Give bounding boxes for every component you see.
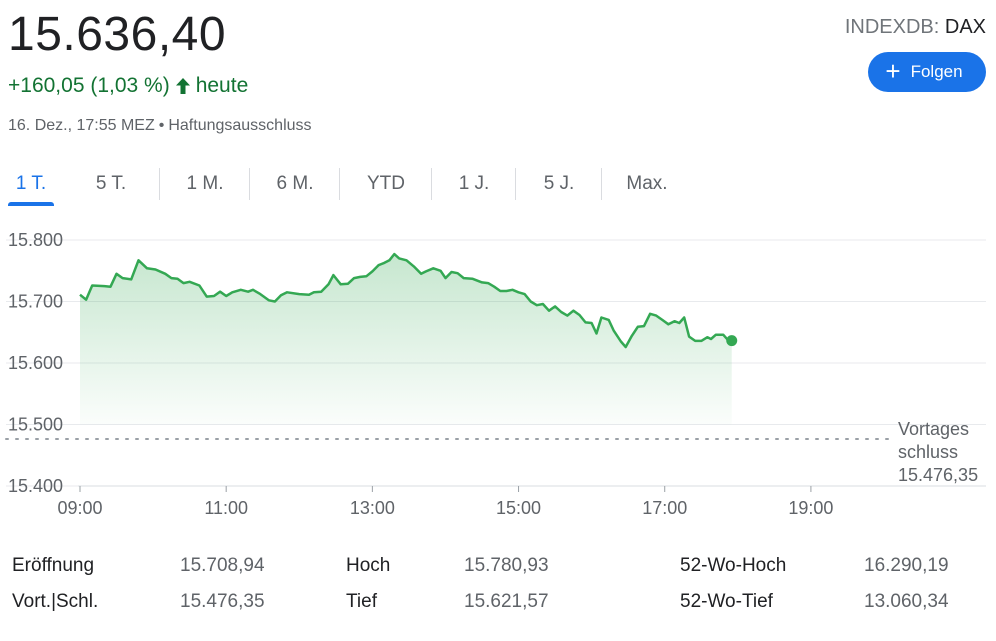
- tab-divider: [159, 168, 160, 200]
- tab-label: 1 T.: [15, 173, 47, 194]
- x-tick-label: 13:00: [350, 498, 395, 518]
- stat-low-value: 15.621,57: [464, 591, 549, 612]
- disclaimer-link[interactable]: Haftungsausschluss: [168, 117, 312, 134]
- tab-label: Max.: [626, 173, 668, 194]
- follow-label: Folgen: [910, 62, 963, 81]
- tab-divider: [431, 168, 432, 200]
- current-price: 15.636,40: [8, 8, 227, 61]
- y-tick-label: 15.800: [8, 230, 63, 250]
- change-period: heute: [195, 74, 249, 97]
- tab-5-days[interactable]: 5 T.: [62, 166, 160, 202]
- x-tick-label: 15:00: [496, 498, 541, 518]
- tab-divider: [339, 168, 340, 200]
- plus-icon: +: [885, 56, 901, 86]
- stat-52w-low-label: 52-Wo-Tief: [680, 591, 773, 612]
- price-line: [79, 252, 732, 349]
- tab-label: 5 J.: [543, 173, 575, 194]
- stat-52w-low-value: 13.060,34: [864, 591, 949, 612]
- tab-1-year[interactable]: 1 J.: [432, 166, 516, 202]
- stat-high-value: 15.780,93: [464, 555, 549, 576]
- stat-52w-high-value: 16.290,19: [864, 555, 949, 576]
- x-tick-label: 09:00: [57, 498, 102, 518]
- tab-5-years[interactable]: 5 J.: [516, 166, 602, 202]
- price-change: +160,05 (1,03 %) heute: [8, 72, 248, 100]
- y-tick-label: 15.700: [8, 292, 63, 312]
- follow-button[interactable]: + Folgen: [868, 52, 986, 92]
- previous-close-label: schluss: [898, 442, 958, 462]
- previous-close-label: Vortages: [898, 419, 969, 439]
- stat-prev-close-label: Vort.|Schl.: [12, 591, 99, 612]
- stat-open-label: Eröffnung: [12, 555, 95, 576]
- ticker-symbol: INDEXDB: DAX: [845, 14, 986, 40]
- stat-52w-high-label: 52-Wo-Hoch: [680, 555, 787, 576]
- tab-label: YTD: [367, 173, 405, 194]
- y-tick-label: 15.500: [8, 415, 63, 435]
- y-tick-label: 15.400: [8, 476, 63, 496]
- tab-6-months[interactable]: 6 M.: [250, 166, 340, 202]
- timestamp: 16. Dez., 17:55 MEZ: [8, 117, 155, 134]
- x-tick-label: 17:00: [642, 498, 687, 518]
- tab-1-month[interactable]: 1 M.: [160, 166, 250, 202]
- arrow-up-icon: [175, 78, 190, 94]
- separator-dot: •: [158, 117, 165, 134]
- tab-label: 1 M.: [186, 173, 224, 194]
- stat-prev-close-value: 15.476,35: [180, 591, 265, 612]
- tab-label: 1 J.: [458, 173, 490, 194]
- exchange-label: INDEXDB:: [844, 16, 940, 38]
- price-area: [80, 254, 732, 425]
- tab-divider: [515, 168, 516, 200]
- change-value: +160,05 (1,03 %): [8, 74, 170, 97]
- quote-meta: 16. Dez., 17:55 MEZ • Haftungsausschluss: [8, 116, 312, 136]
- tab-divider: [249, 168, 250, 200]
- tab-max[interactable]: Max.: [602, 166, 692, 202]
- y-tick-label: 15.600: [8, 353, 63, 373]
- stat-open-value: 15.708,94: [180, 555, 265, 576]
- stat-high-label: Hoch: [346, 555, 391, 576]
- symbol-label: DAX: [944, 16, 986, 38]
- tab-divider: [601, 168, 602, 200]
- tab-1-day[interactable]: 1 T.: [0, 166, 62, 206]
- tab-label: 6 M.: [276, 173, 314, 194]
- tab-ytd[interactable]: YTD: [340, 166, 432, 202]
- previous-close-value: 15.476,35: [898, 465, 978, 485]
- current-price-marker: [726, 335, 738, 347]
- x-tick-label: 19:00: [788, 498, 833, 518]
- x-tick-label: 11:00: [204, 498, 248, 518]
- tab-label: 5 T.: [95, 173, 127, 194]
- range-tabs: 1 T. 5 T. 1 M. 6 M. YTD 1 J. 5 J. Max.: [0, 166, 692, 206]
- stat-low-label: Tief: [346, 591, 377, 612]
